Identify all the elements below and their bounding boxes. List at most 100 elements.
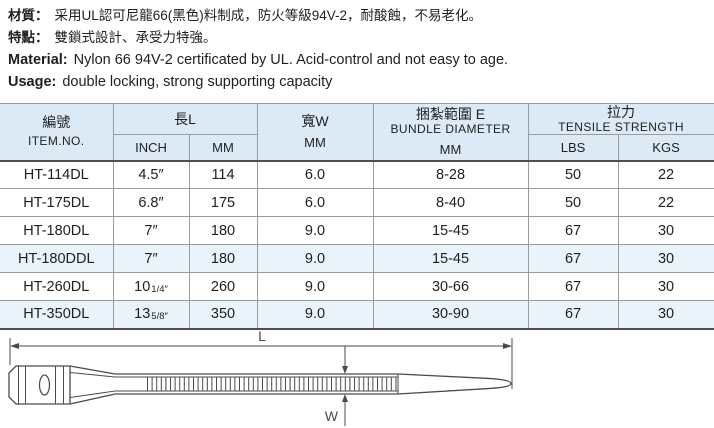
header-bundle-diameter: 捆紮範圍 E BUNDLE DIAMETER MM [372,103,529,161]
material-line-en: Material: Nylon 66 94V-2 certificated by … [8,49,710,71]
cable-tie-diagram: L W [8,328,513,426]
length-mm-cell: 180 [188,244,258,273]
material-label-zh: 材質： [8,8,49,23]
length-mm-cell: 350 [188,300,258,329]
head-slot [38,374,51,396]
usage-text-en: double locking, strong supporting capaci… [62,74,333,90]
header-width: 寬W MM [256,103,374,161]
header-item-no-en: ITEM.NO. [27,134,85,149]
width-mm-cell: 9.0 [256,244,374,273]
bundle-diameter-cell: 30-90 [372,300,529,329]
arrowhead-left-icon [10,343,19,349]
material-text-zh: 采用UL認可尼龍66(黑色)料制成，防火等級94V-2，耐酸蝕，不易老化。 [54,8,483,23]
width-mm-cell: 6.0 [256,160,374,189]
header-bundle-zh: 捆紮範圍 E [415,105,486,122]
tensile-lbs-cell: 67 [527,216,619,245]
material-line-zh: 材質： 采用UL認可尼龍66(黑色)料制成，防火等級94V-2，耐酸蝕，不易老化。 [8,5,710,27]
length-mm-cell: 180 [188,216,258,245]
tie-head [8,365,71,405]
item-no-cell: HT-180DDL [0,244,114,273]
tensile-kgs-cell: 30 [617,272,714,301]
header-tensile-zh: 拉力 [607,103,636,120]
length-dimension-label: L [258,328,266,344]
tensile-lbs-cell: 50 [527,188,619,217]
tensile-lbs-cell: 67 [527,300,619,329]
usage-label-en: Usage: [8,74,57,90]
table-row: HT-180DDL 7″ 180 9.0 15-45 67 30 [0,244,714,273]
tensile-kgs-cell: 22 [617,160,714,189]
header-inch: INCH [113,134,190,161]
header-length: 長L [112,103,258,135]
length-inch-cell: 7″ [112,216,190,245]
material-text-en: Nylon 66 94V-2 certificated by UL. Acid-… [73,52,509,68]
width-mm-cell: 9.0 [256,300,374,329]
width-dimension [342,346,348,426]
header-bundle-en: BUNDLE DIAMETER [390,121,511,136]
width-dimension-label: W [325,408,339,424]
header-item-no-zh: 編號 [42,114,71,131]
table-row: HT-175DL 6.8″ 175 6.0 8-40 50 22 [0,188,714,217]
tie-strap [69,365,399,405]
spec-table: 編號 ITEM.NO. 長L 寬W MM 捆紮範圍 E BUNDLE DIAME… [0,103,714,330]
usage-line-en: Usage: double locking, strong supporting … [8,71,710,93]
width-mm-cell: 6.0 [256,188,374,217]
width-mm-cell: 9.0 [256,272,374,301]
length-mm-cell: 114 [188,160,258,189]
table-row: HT-350DL 135/8″ 350 9.0 30-90 67 30 [0,300,714,329]
table-row: HT-180DL 7″ 180 9.0 15-45 67 30 [0,216,714,245]
tensile-lbs-cell: 50 [527,160,619,189]
item-no-cell: HT-114DL [0,160,114,189]
length-inch-cell: 7″ [112,244,190,273]
length-inch-cell: 4.5″ [112,160,190,189]
bundle-diameter-cell: 15-45 [372,216,529,245]
width-mm-cell: 9.0 [256,216,374,245]
feature-line-zh: 特點： 雙鎖式設計、承受力特強。 [8,27,710,49]
arrowhead-up-icon [342,394,348,402]
tensile-kgs-cell: 22 [617,188,714,217]
tensile-kgs-cell: 30 [617,300,714,329]
item-no-cell: HT-260DL [0,272,114,301]
tensile-kgs-cell: 30 [617,216,714,245]
tie-tail [397,373,512,395]
length-inch-cell: 135/8″ [112,300,190,329]
length-mm-cell: 260 [188,272,258,301]
bundle-diameter-cell: 30-66 [372,272,529,301]
header-width-zh: 寬W [301,112,329,129]
feature-label-zh: 特點： [8,30,49,45]
header-width-unit: MM [304,134,326,150]
length-dimension [9,338,513,389]
length-mm-cell: 175 [188,188,258,217]
inch-fraction: 5/8″ [151,311,168,323]
bundle-diameter-cell: 15-45 [372,244,529,273]
intro-text-block: 材質： 采用UL認可尼龍66(黑色)料制成，防火等級94V-2，耐酸蝕，不易老化。… [8,5,710,93]
material-label-en: Material: [8,52,68,68]
item-no-cell: HT-350DL [0,300,114,329]
length-inch-cell: 101/4″ [112,272,190,301]
item-no-cell: HT-175DL [0,188,114,217]
tensile-kgs-cell: 30 [617,244,714,273]
feature-text-zh: 雙鎖式設計、承受力特強。 [54,30,217,45]
header-length-zh: 長L [174,110,196,127]
spec-table-head: 編號 ITEM.NO. 長L 寬W MM 捆紮範圍 E BUNDLE DIAME… [0,103,714,161]
tensile-lbs-cell: 67 [527,244,619,273]
strap-ribs [147,377,397,391]
arrowhead-down-icon [342,366,348,374]
header-tensile-strength: 拉力 TENSILE STRENGTH [527,103,714,135]
header-bundle-unit: MM [439,141,462,157]
header-length-mm: MM [188,134,258,161]
length-inch-cell: 6.8″ [112,188,190,217]
bundle-diameter-cell: 8-28 [372,160,529,189]
spec-table-body: HT-114DL 4.5″ 114 6.0 8-28 50 22 HT-175DL 6.8″ 17… [0,160,714,329]
header-kgs: KGS [617,134,714,161]
inch-fraction: 1/4″ [151,283,168,295]
table-row: HT-260DL 101/4″ 260 9.0 30-66 67 30 [0,272,714,301]
item-no-cell: HT-180DL [0,216,114,245]
arrowhead-right-icon [503,343,512,349]
header-item-no: 編號 ITEM.NO. [0,103,114,161]
tensile-lbs-cell: 67 [527,272,619,301]
table-row: HT-114DL 4.5″ 114 6.0 8-28 50 22 [0,160,714,189]
header-tensile-en: TENSILE STRENGTH [558,119,684,134]
header-lbs: LBS [527,134,619,161]
bundle-diameter-cell: 8-40 [372,188,529,217]
